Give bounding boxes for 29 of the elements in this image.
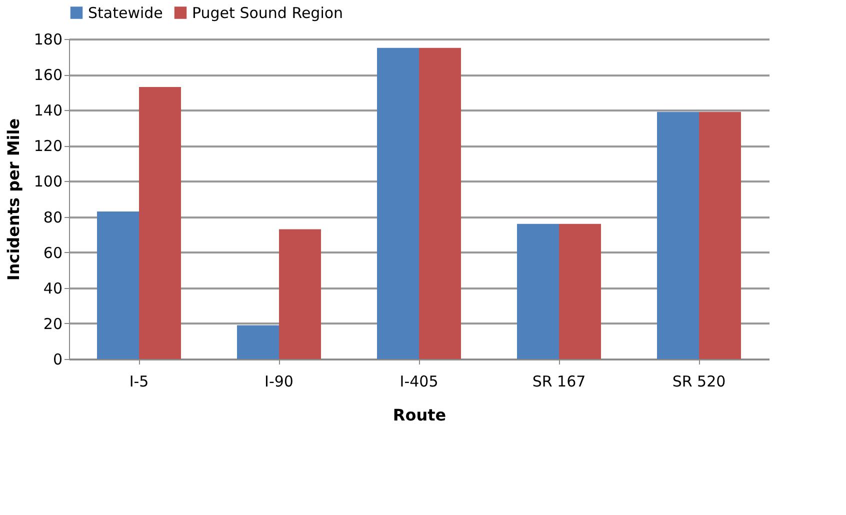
bar bbox=[237, 325, 279, 359]
bar bbox=[139, 87, 181, 359]
bar bbox=[559, 224, 601, 359]
x-tick-label: I-5 bbox=[129, 372, 149, 390]
x-axis-title: Route bbox=[392, 406, 446, 424]
bar bbox=[657, 112, 699, 359]
y-tick-label: 180 bbox=[34, 30, 62, 48]
x-tick-label: I-90 bbox=[264, 372, 294, 390]
bar bbox=[517, 224, 559, 359]
bar bbox=[377, 48, 419, 359]
y-tick-label: 20 bbox=[43, 314, 62, 333]
x-tick-label: SR 167 bbox=[532, 372, 586, 390]
y-tick-label: 80 bbox=[43, 208, 62, 226]
y-tick-label: 0 bbox=[52, 350, 62, 368]
bar bbox=[97, 211, 139, 359]
y-tick-label: 60 bbox=[43, 244, 62, 262]
x-tick-label: SR 520 bbox=[672, 372, 726, 390]
y-tick-label: 160 bbox=[34, 66, 62, 84]
y-tick-label: 100 bbox=[34, 172, 62, 191]
y-axis-title: Incidents per Mile bbox=[4, 118, 23, 281]
bar bbox=[419, 48, 461, 359]
legend-label: Statewide bbox=[88, 4, 163, 22]
y-tick-label: 120 bbox=[34, 137, 62, 156]
y-tick-label: 140 bbox=[34, 102, 62, 120]
y-tick-label: 40 bbox=[43, 279, 62, 298]
bar bbox=[279, 229, 321, 359]
bar bbox=[699, 112, 741, 359]
x-tick-label: I-405 bbox=[400, 372, 438, 390]
legend-label: Puget Sound Region bbox=[192, 4, 344, 22]
